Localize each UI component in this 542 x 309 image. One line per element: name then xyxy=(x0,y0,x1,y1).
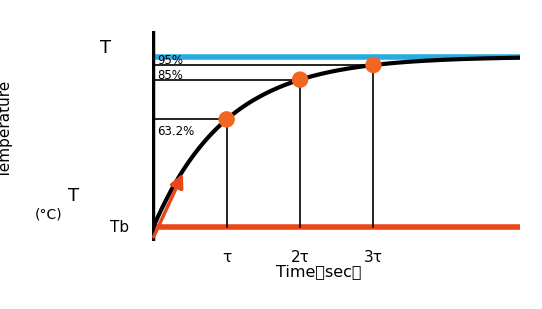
Text: 2τ: 2τ xyxy=(291,250,309,265)
Text: 3τ: 3τ xyxy=(364,250,383,265)
Text: T: T xyxy=(68,187,79,205)
Text: 85%: 85% xyxy=(157,69,183,82)
Text: Temperature: Temperature xyxy=(0,81,13,178)
Text: 95%: 95% xyxy=(157,54,183,67)
Text: (°C): (°C) xyxy=(35,208,62,222)
Point xyxy=(222,117,231,122)
Text: T: T xyxy=(100,39,111,57)
Text: 63.2%: 63.2% xyxy=(157,125,194,138)
Text: Time（sec）: Time（sec） xyxy=(276,264,361,279)
Point xyxy=(369,62,378,67)
Text: τ: τ xyxy=(222,250,231,265)
Point xyxy=(296,77,305,82)
Text: Tb: Tb xyxy=(109,220,129,235)
